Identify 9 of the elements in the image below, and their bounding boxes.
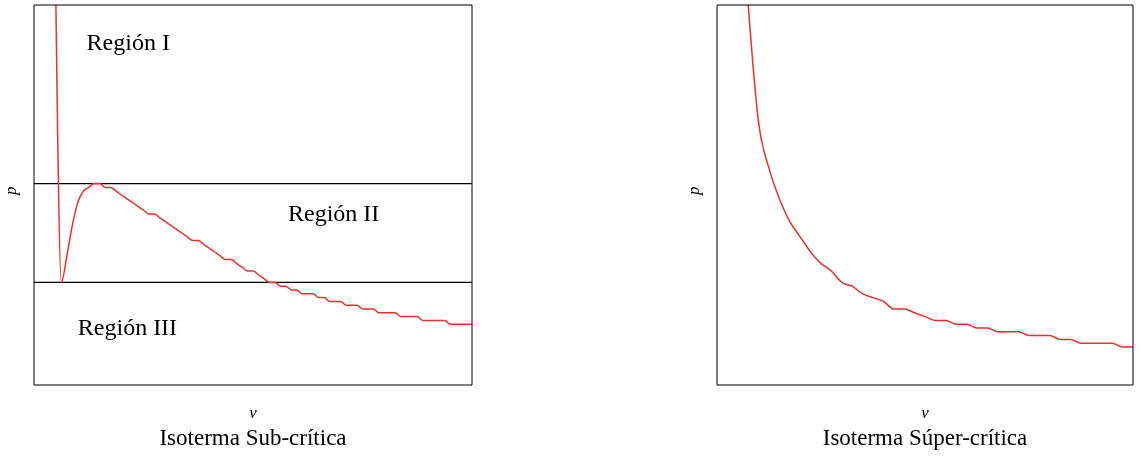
x-axis-title: v	[249, 403, 258, 422]
annotation: Región II	[288, 200, 380, 227]
text: Isoterma Súper-crítica	[821, 425, 1029, 451]
y-axis-title: p	[684, 186, 704, 196]
text: Isoterma Sub-crítica	[158, 425, 348, 451]
annotation: Región III	[77, 314, 178, 341]
x-axis-title: v	[921, 403, 930, 422]
annotation: Región I	[86, 29, 170, 56]
y-axis-title: p	[1, 186, 21, 196]
